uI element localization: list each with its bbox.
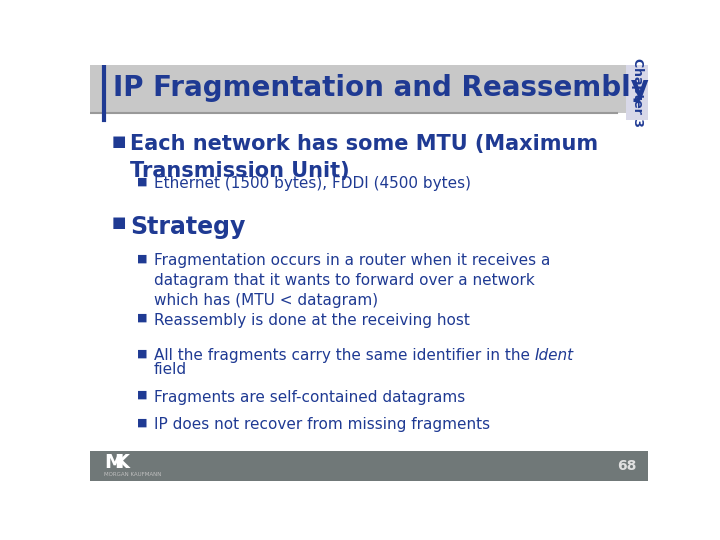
Text: MORGAN KAUFMANN: MORGAN KAUFMANN [104, 471, 161, 477]
Text: Chapter 3: Chapter 3 [631, 58, 644, 127]
Text: ■: ■ [137, 390, 147, 400]
Text: Each network has some MTU (Maximum
Transmission Unit): Each network has some MTU (Maximum Trans… [130, 134, 598, 180]
Text: Reassembly is done at the receiving host: Reassembly is done at the receiving host [153, 313, 469, 328]
Text: All the fragments carry the same identifier in the: All the fragments carry the same identif… [153, 348, 534, 363]
Text: Strategy: Strategy [130, 215, 246, 239]
Text: ■: ■ [137, 348, 147, 358]
Text: Fragments are self-contained datagrams: Fragments are self-contained datagrams [153, 390, 465, 405]
Text: ■: ■ [112, 134, 126, 149]
Text: ■: ■ [137, 177, 147, 186]
Text: IP does not recover from missing fragments: IP does not recover from missing fragmen… [153, 417, 490, 433]
FancyBboxPatch shape [90, 65, 648, 112]
Text: Ident: Ident [534, 348, 574, 363]
Text: ■: ■ [137, 313, 147, 323]
Text: K: K [114, 453, 129, 472]
Text: IP Fragmentation and Reassembly: IP Fragmentation and Reassembly [113, 74, 649, 102]
Text: field: field [153, 362, 186, 377]
Text: Ethernet (1500 bytes), FDDI (4500 bytes): Ethernet (1500 bytes), FDDI (4500 bytes) [153, 177, 471, 192]
FancyBboxPatch shape [626, 65, 648, 120]
Text: ■: ■ [137, 417, 147, 428]
Text: M: M [104, 453, 123, 472]
Text: Fragmentation occurs in a router when it receives a
datagram that it wants to fo: Fragmentation occurs in a router when it… [153, 253, 550, 308]
Text: 68: 68 [617, 459, 636, 473]
Text: ■: ■ [112, 215, 126, 230]
Text: ■: ■ [137, 253, 147, 264]
FancyBboxPatch shape [90, 451, 648, 481]
